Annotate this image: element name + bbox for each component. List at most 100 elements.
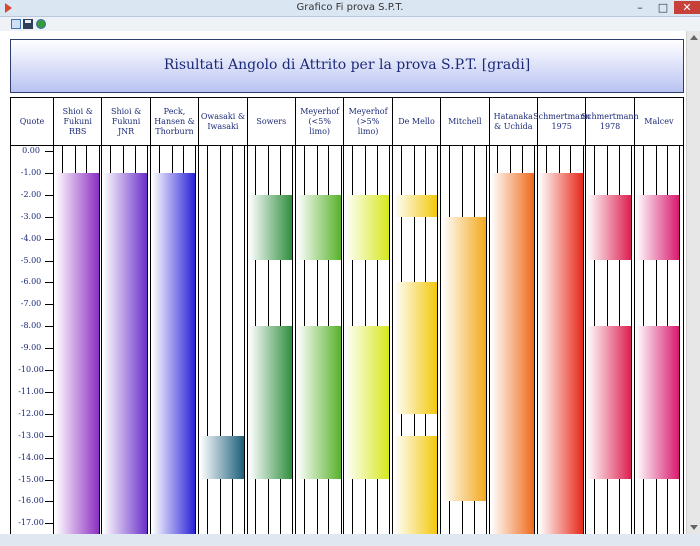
depth-label: 0.00 xyxy=(22,146,40,155)
depth-tick xyxy=(45,391,53,393)
depth-header: Quote xyxy=(11,98,54,145)
depth-label: -5.00 xyxy=(20,255,42,265)
bar-segment xyxy=(635,194,680,261)
depth-tick xyxy=(45,435,53,437)
bar-segment xyxy=(103,172,147,535)
depth-label: -17.00 xyxy=(18,518,44,528)
depth-label: -6.00 xyxy=(20,277,42,287)
column-header: Schmertmann 1978 xyxy=(582,98,639,145)
bar-segment xyxy=(345,194,389,261)
depth-tick xyxy=(45,304,53,306)
depth-tick xyxy=(45,282,53,284)
column-header: Shioi & Fukuni JNR xyxy=(102,98,151,145)
depth-label: -11.00 xyxy=(18,386,44,396)
window-title: Grafico Fi prova S.P.T. xyxy=(296,2,404,13)
depth-tick xyxy=(45,501,53,503)
globe-icon[interactable] xyxy=(36,19,46,29)
grid-line xyxy=(219,146,221,535)
maximize-button[interactable]: □ xyxy=(657,1,669,14)
column-header: Meyerhof (>5% limo) xyxy=(344,98,393,145)
depth-tick xyxy=(45,326,53,328)
bar-segment xyxy=(393,194,438,217)
bar-segment xyxy=(297,194,341,261)
grid-line xyxy=(292,146,294,535)
data-column xyxy=(490,146,538,535)
depth-tick xyxy=(45,479,53,481)
grid-line xyxy=(582,146,584,535)
bar-segment xyxy=(297,326,341,480)
bar-segment xyxy=(248,194,293,261)
bar-segment xyxy=(587,194,631,261)
bar-segment xyxy=(200,435,244,480)
bar-segment xyxy=(151,172,196,535)
depth-label: -16.00 xyxy=(18,496,44,506)
chart-title-box: Risultati Angolo di Attrito per la prova… xyxy=(10,39,684,93)
depth-label: -8.00 xyxy=(20,321,42,331)
grid-line xyxy=(340,146,342,535)
column-header: De Mello xyxy=(393,98,442,145)
bar-segment xyxy=(442,216,486,502)
data-column xyxy=(441,146,490,535)
minimize-button[interactable]: – xyxy=(637,1,643,14)
bar-segment xyxy=(393,282,438,414)
grid-line xyxy=(679,146,681,535)
bar-segment xyxy=(587,326,631,480)
column-header: Meyerhof (<5% limo) xyxy=(296,98,345,145)
depth-label: -13.00 xyxy=(18,430,44,440)
column-header: Schmertmann 1975 xyxy=(533,98,590,145)
grid-line xyxy=(206,146,208,535)
grid-line xyxy=(231,146,233,535)
grid-line xyxy=(485,146,487,535)
column-header: Malcev xyxy=(644,116,674,126)
data-column xyxy=(344,146,393,535)
depth-label: -7.00 xyxy=(20,299,42,309)
depth-tick xyxy=(45,457,53,459)
depth-label: -14.00 xyxy=(18,452,44,462)
depth-tick xyxy=(45,348,53,350)
copy-icon[interactable] xyxy=(11,19,21,29)
chart-canvas: Risultati Angolo di Attrito per la prova… xyxy=(0,31,686,535)
depth-label: -4.00 xyxy=(20,233,42,243)
depth-tick xyxy=(45,413,53,415)
grid-line xyxy=(630,146,632,535)
grid-line xyxy=(243,146,245,535)
grid-line xyxy=(534,146,536,535)
save-icon[interactable] xyxy=(23,19,33,29)
grid-line xyxy=(195,146,197,535)
depth-label: -3.00 xyxy=(20,211,42,221)
depth-tick xyxy=(45,151,53,152)
bar-segment xyxy=(635,326,680,480)
header-row: Quote Shioi & Fukuni RBS Shioi & Fukuni J… xyxy=(11,98,683,146)
data-column xyxy=(151,146,200,535)
depth-tick xyxy=(45,216,53,218)
bar-segment xyxy=(345,326,389,480)
bar-segment xyxy=(490,172,535,535)
column-header: Sowers xyxy=(248,98,296,145)
scroll-up-icon[interactable] xyxy=(690,35,698,40)
column-header: Shioi & Fukuni RBS xyxy=(54,98,103,145)
vertical-scrollbar[interactable] xyxy=(686,31,700,534)
bar-segment xyxy=(55,172,99,535)
close-button[interactable]: ✕ xyxy=(674,1,700,14)
data-column xyxy=(248,146,296,535)
depth-tick xyxy=(45,523,53,525)
data-column xyxy=(54,146,103,535)
data-column xyxy=(199,146,248,535)
column-header: Peck, Hansen & Thorburn xyxy=(151,98,200,145)
chart-grid: Quote Shioi & Fukuni RBS Shioi & Fukuni J… xyxy=(10,97,684,535)
depth-label: -12.00 xyxy=(18,408,44,418)
depth-tick xyxy=(45,260,53,262)
bar-segment xyxy=(248,326,293,480)
data-column xyxy=(586,146,635,535)
scroll-down-icon[interactable] xyxy=(690,525,698,530)
data-column xyxy=(296,146,345,535)
bottom-frame xyxy=(0,534,700,546)
data-column xyxy=(102,146,151,535)
depth-label: -15.00 xyxy=(18,474,44,484)
chart-title: Risultati Angolo di Attrito per la prova… xyxy=(163,57,531,73)
grid-line xyxy=(437,146,439,535)
depth-tick xyxy=(45,370,53,371)
app-icon xyxy=(5,3,12,13)
depth-label: -2.00 xyxy=(20,189,42,199)
depth-label: -9.00 xyxy=(20,343,42,353)
